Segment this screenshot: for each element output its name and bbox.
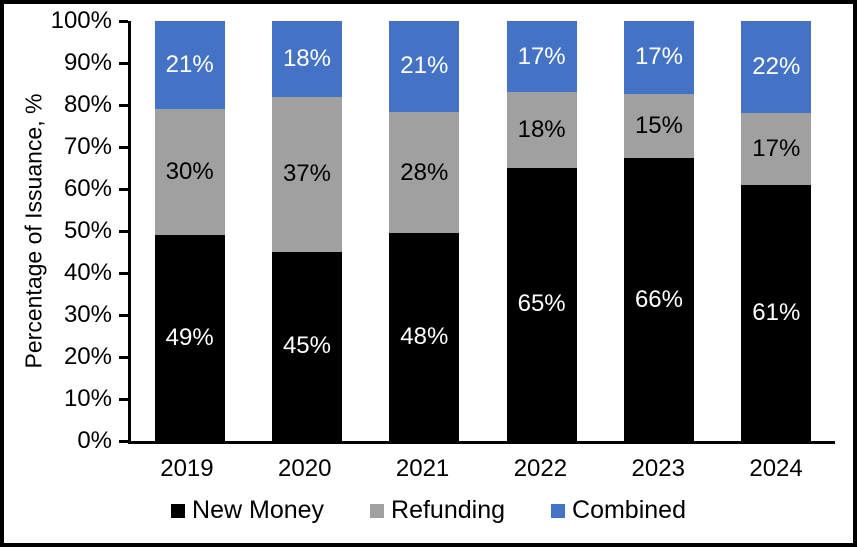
y-tick-label: 60% (63, 175, 112, 202)
data-label: 37% (282, 160, 331, 188)
bar-segment-new-money: 61% (741, 184, 812, 441)
data-label: 48% (400, 323, 449, 351)
data-label: 21% (165, 51, 214, 79)
data-label: 21% (400, 52, 449, 80)
legend-item-new-money: New Money (171, 496, 324, 525)
y-tick-mark (119, 356, 128, 359)
legend: New Money Refunding Combined (4, 496, 853, 525)
x-axis-label-2024: 2024 (749, 455, 803, 482)
y-tick-label: 50% (63, 217, 112, 244)
bar-segment-new-money: 45% (271, 251, 342, 441)
data-label: 18% (517, 116, 566, 144)
stacked-bar-2023: 17% 15% 66% (623, 21, 694, 441)
bar-segment-refunding: 17% (741, 113, 812, 185)
y-tick-mark (119, 188, 128, 191)
data-label: 49% (165, 324, 214, 352)
stacked-bar-2019: 21% 30% 49% (154, 21, 225, 441)
bar-segment-new-money: 65% (506, 167, 577, 441)
y-tick-mark (119, 272, 128, 275)
y-tick-mark (119, 104, 128, 107)
y-tick-mark (119, 398, 128, 401)
bar-segment-refunding: 28% (389, 111, 460, 234)
y-tick-mark (119, 314, 128, 317)
data-label: 66% (634, 285, 683, 313)
data-label: 61% (752, 298, 801, 326)
y-tick-label: 40% (63, 259, 112, 286)
bar-slot-2020: 18% 37% 45% (248, 21, 365, 441)
y-tick-mark (119, 230, 128, 233)
data-label: 30% (165, 158, 214, 186)
bar-segment-refunding: 18% (506, 92, 577, 168)
bar-group: 21% 30% 49% 18% 37% 45% 21% 28% 48% 17% 18% 65% 17% 1… (131, 21, 835, 441)
bar-slot-2022: 17% 18% 65% (483, 21, 600, 441)
x-axis-label-2023: 2023 (631, 455, 685, 482)
bar-segment-combined: 18% (271, 21, 342, 97)
bar-slot-2019: 21% 30% 49% (131, 21, 248, 441)
bar-slot-2024: 22% 17% 61% (718, 21, 835, 441)
x-axis-label-2019: 2019 (160, 455, 214, 482)
legend-swatch-icon (370, 503, 385, 518)
x-axis-label-2022: 2022 (513, 455, 568, 482)
bar-segment-combined: 17% (506, 21, 577, 93)
y-tick-label: 100% (50, 7, 112, 34)
stacked-bar-2022: 17% 18% 65% (506, 21, 577, 441)
x-axis-label-2021: 2021 (395, 455, 450, 482)
y-tick-mark (119, 20, 128, 23)
legend-item-refunding: Refunding (370, 496, 505, 525)
stacked-bar-2021: 21% 28% 48% (389, 21, 460, 441)
bar-segment-new-money: 66% (623, 158, 694, 441)
stacked-bar-2024: 22% 17% 61% (741, 21, 812, 441)
bar-slot-2021: 21% 28% 48% (366, 21, 483, 441)
x-axis-labels: 2019 2020 2021 2022 2023 2024 (128, 455, 835, 483)
y-tick-label: 90% (63, 49, 112, 76)
y-tick-label: 30% (63, 301, 112, 328)
data-label: 17% (517, 42, 566, 70)
bar-segment-refunding: 15% (623, 93, 694, 159)
legend-swatch-icon (171, 503, 186, 518)
bar-slot-2023: 17% 15% 66% (600, 21, 717, 441)
bar-segment-refunding: 30% (154, 109, 225, 236)
legend-item-combined: Combined (551, 496, 686, 525)
data-label: 45% (282, 332, 331, 360)
legend-label: New Money (192, 496, 325, 524)
bar-segment-new-money: 49% (154, 235, 225, 441)
y-tick-mark (119, 440, 128, 443)
y-tick-label: 10% (63, 385, 112, 412)
bar-segment-refunding: 37% (271, 96, 342, 252)
y-tick-mark (119, 62, 128, 65)
data-label: 28% (400, 158, 449, 186)
bar-segment-new-money: 48% (389, 233, 460, 441)
data-label: 18% (282, 44, 331, 72)
data-label: 17% (634, 43, 683, 71)
y-tick-mark (119, 146, 128, 149)
legend-label: Refunding (391, 496, 506, 524)
bar-segment-combined: 17% (623, 21, 694, 94)
x-axis-label-2020: 2020 (278, 455, 332, 482)
data-label: 65% (517, 290, 566, 318)
data-label: 22% (752, 53, 801, 81)
bar-segment-combined: 21% (154, 21, 225, 110)
bar-segment-combined: 22% (741, 21, 812, 114)
data-label: 15% (634, 111, 683, 139)
plot-area: 21% 30% 49% 18% 37% 45% 21% 28% 48% 17% 18% 65% 17% 1… (128, 21, 835, 444)
y-tick-label: 70% (63, 133, 112, 160)
y-tick-label: 0% (77, 427, 112, 454)
data-label: 17% (752, 135, 801, 163)
legend-swatch-icon (551, 503, 566, 518)
y-tick-label: 80% (63, 91, 112, 118)
y-tick-label: 20% (63, 343, 112, 370)
bar-segment-combined: 21% (389, 21, 460, 112)
stacked-bar-2020: 18% 37% 45% (271, 21, 342, 441)
legend-label: Combined (572, 496, 686, 524)
